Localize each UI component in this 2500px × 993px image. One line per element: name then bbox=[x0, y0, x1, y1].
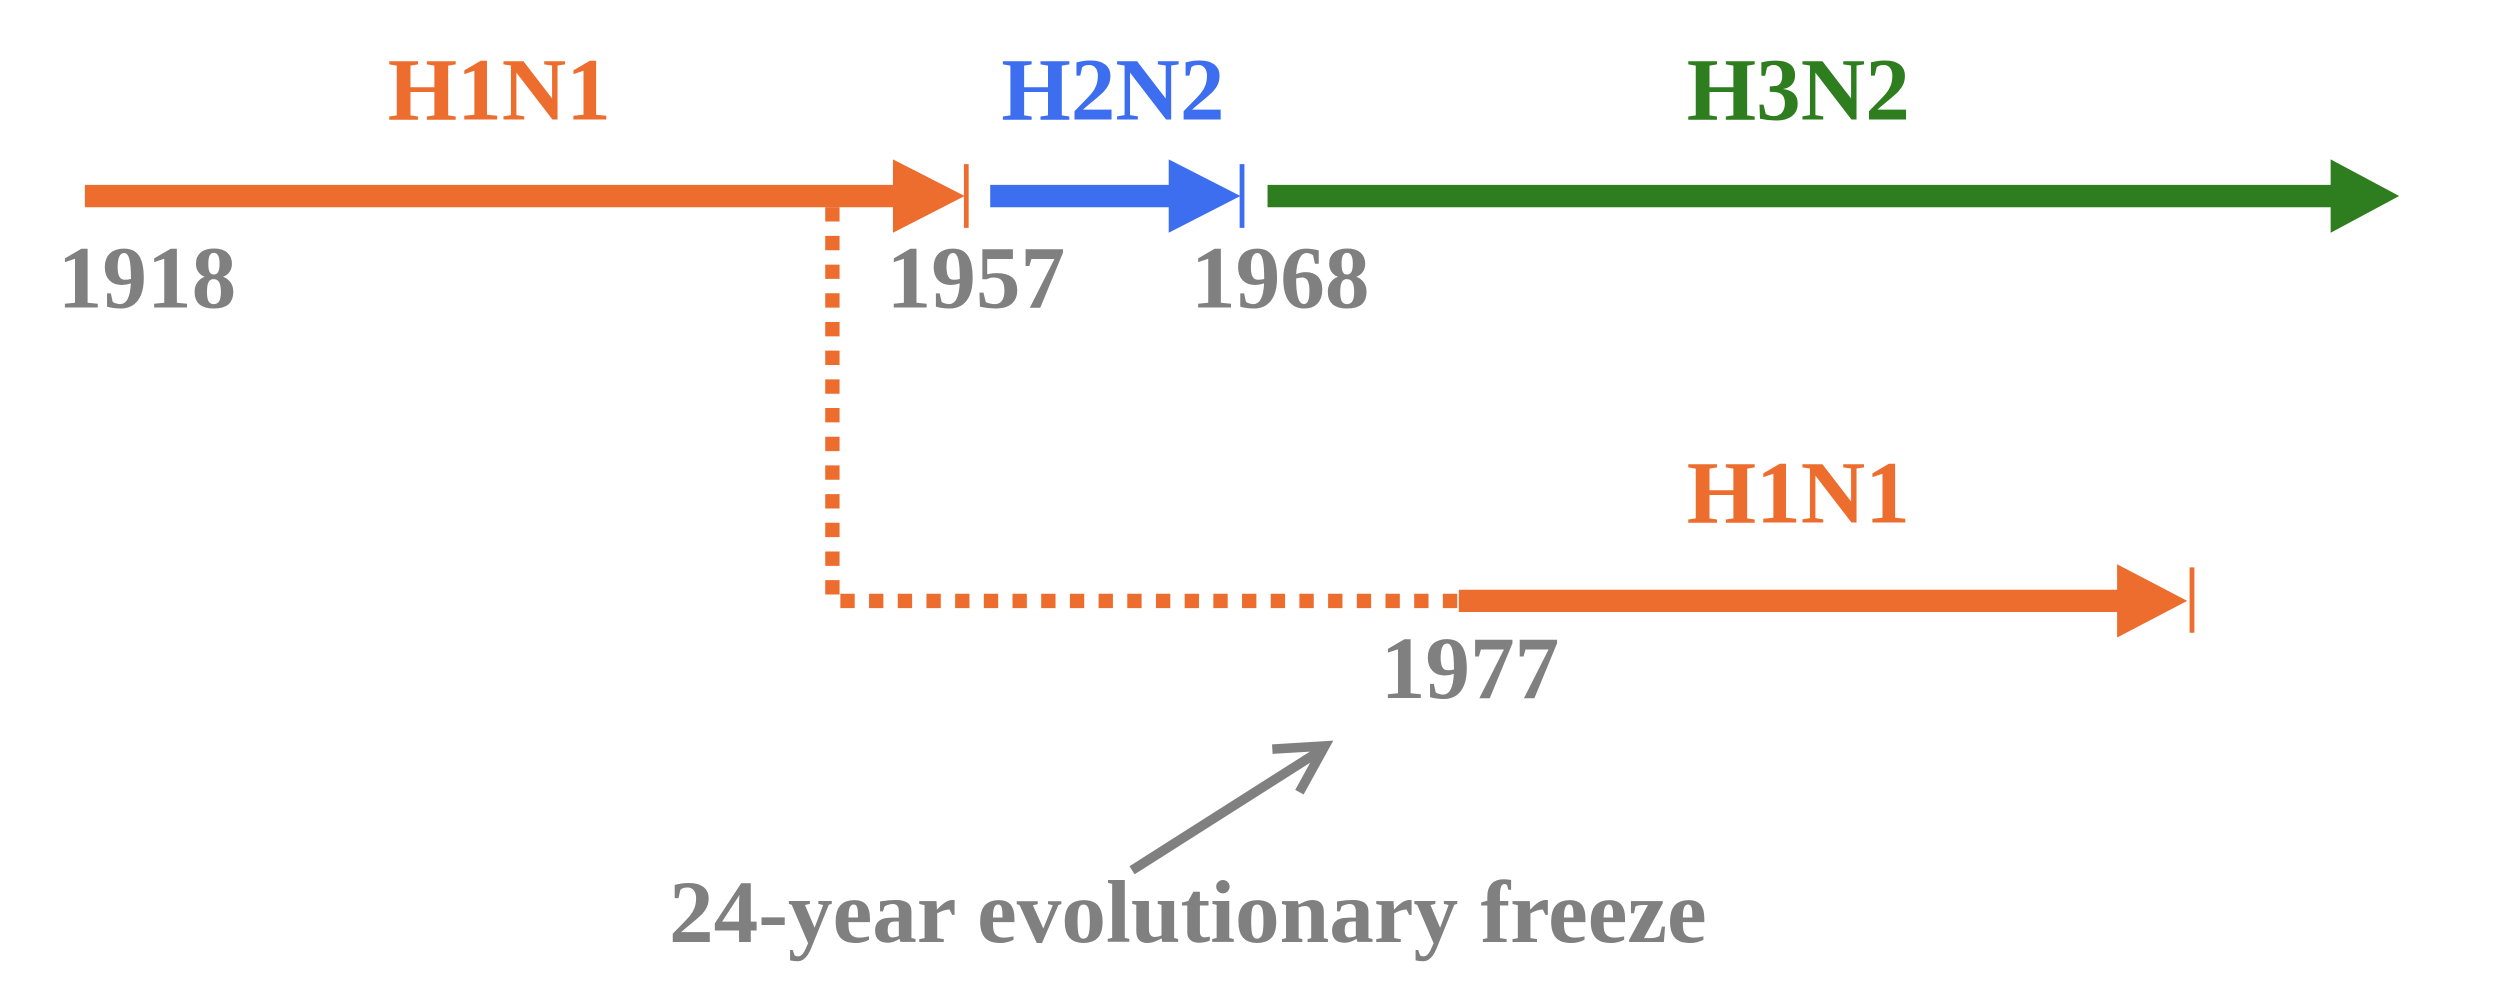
arrowhead bbox=[2117, 564, 2188, 638]
strain-label: H2N2 bbox=[1001, 40, 1224, 139]
year-label: 1977 bbox=[1381, 619, 1560, 718]
annotation: 24-year evolutionary freeze bbox=[669, 863, 1707, 962]
year-label: 1957 bbox=[887, 228, 1066, 327]
year-label: 1968 bbox=[1191, 228, 1370, 327]
arrowhead bbox=[892, 159, 965, 233]
annotation-arrow bbox=[1129, 746, 1323, 875]
strain-label: H1N1 bbox=[388, 40, 611, 139]
dotted-path bbox=[825, 207, 1459, 609]
arrowhead bbox=[2330, 159, 2400, 233]
arrowhead bbox=[1168, 159, 1241, 233]
annotation-arrowhead bbox=[1272, 740, 1334, 795]
strain-label: H1N1 bbox=[1687, 444, 1910, 543]
strain-label: H3N2 bbox=[1687, 40, 1910, 139]
year-label: 1918 bbox=[58, 228, 237, 327]
